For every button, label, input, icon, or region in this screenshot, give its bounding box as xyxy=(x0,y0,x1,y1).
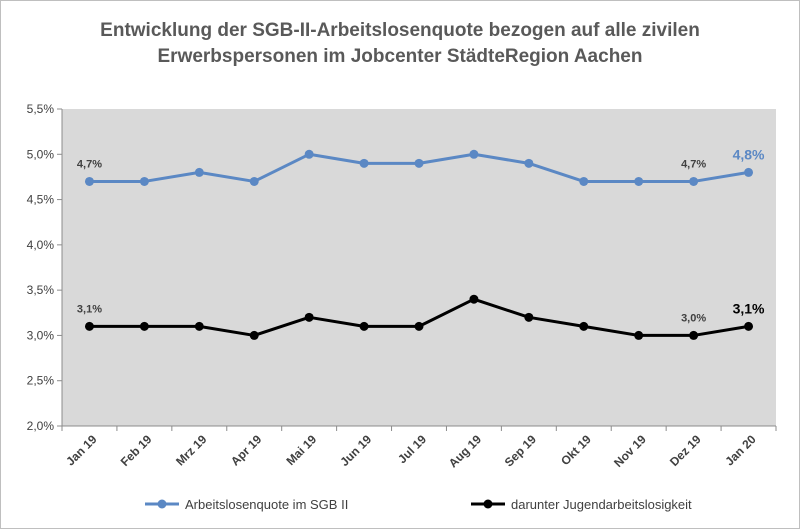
data-point xyxy=(469,149,479,159)
data-point xyxy=(359,321,369,331)
legend-marker xyxy=(483,499,493,509)
x-tick-label: Jun 19 xyxy=(337,432,374,469)
chart-title-line-2: Erwerbspersonen im Jobcenter StädteRegio… xyxy=(157,46,643,67)
data-point xyxy=(469,294,479,304)
series-layer xyxy=(84,149,754,340)
chart-title: Entwicklung der SGB-II-Arbeitslosenquote… xyxy=(0,18,800,70)
data-point xyxy=(689,176,699,186)
data-point xyxy=(194,321,204,331)
data-point xyxy=(359,158,369,168)
y-tick-label: 2,0% xyxy=(27,419,55,433)
x-tick-label: Aug 19 xyxy=(446,432,484,470)
x-tick-label: Dez 19 xyxy=(667,432,704,469)
data-point xyxy=(84,176,94,186)
data-point xyxy=(744,167,754,177)
data-label: 4,8% xyxy=(733,146,765,162)
data-point xyxy=(414,158,424,168)
x-tick-label: Apr 19 xyxy=(228,432,265,469)
data-point xyxy=(84,321,94,331)
data-point xyxy=(689,330,699,340)
data-point xyxy=(304,149,314,159)
x-tick-label: Jan 19 xyxy=(63,432,100,469)
y-tick-label: 3,5% xyxy=(27,283,55,297)
data-point xyxy=(579,176,589,186)
data-point xyxy=(634,330,644,340)
x-tick-label: Mrz 19 xyxy=(173,432,210,469)
data-label: 3,1% xyxy=(77,303,102,315)
x-tick-label: Feb 19 xyxy=(118,432,155,469)
y-tick-label: 3,0% xyxy=(27,328,55,342)
y-tick-label: 2,5% xyxy=(27,374,55,388)
data-labels: 4,7% 4,7% 4,8% 3,1% 3,0% 3,1% xyxy=(77,146,765,324)
data-point xyxy=(194,167,204,177)
data-point xyxy=(524,312,534,322)
data-point xyxy=(139,176,149,186)
legend: Arbeitslosenquote im SGB II darunter Juge… xyxy=(145,497,692,512)
y-tick-label: 4,0% xyxy=(27,238,55,252)
legend-label: darunter Jugendarbeitslosigkeit xyxy=(511,497,692,512)
data-point xyxy=(249,330,259,340)
data-label: 4,7% xyxy=(77,158,102,170)
data-point xyxy=(249,176,259,186)
y-tick-label: 5,0% xyxy=(27,147,55,161)
x-tick-label: Nov 19 xyxy=(611,432,649,470)
x-tick-label: Jan 20 xyxy=(722,432,759,469)
data-point xyxy=(524,158,534,168)
data-point xyxy=(634,176,644,186)
x-tick-label: Mai 19 xyxy=(283,432,319,468)
data-point xyxy=(744,321,754,331)
legend-item-1: Arbeitslosenquote im SGB II xyxy=(145,497,348,512)
x-tick-label: Jul 19 xyxy=(395,432,429,466)
y-axis: 2,0% 2,5% 3,0% 3,5% 4,0% 4,5% 5,0% 5,5% xyxy=(27,102,63,433)
data-label: 3,1% xyxy=(733,300,765,316)
y-tick-label: 4,5% xyxy=(27,193,55,207)
legend-marker xyxy=(157,499,167,509)
x-axis: Jan 19 Feb 19 Mrz 19 Apr 19 Mai 19 Jun 19 Jul … xyxy=(61,425,777,470)
data-point xyxy=(579,321,589,331)
data-label: 4,7% xyxy=(681,158,706,170)
plot-area xyxy=(62,109,776,426)
data-point xyxy=(139,321,149,331)
x-tick-label: Sep 19 xyxy=(502,432,539,469)
y-tick-label: 5,5% xyxy=(27,102,55,116)
legend-label: Arbeitslosenquote im SGB II xyxy=(185,497,348,512)
data-point xyxy=(304,312,314,322)
legend-item-2: darunter Jugendarbeitslosigkeit xyxy=(471,497,692,512)
data-label: 3,0% xyxy=(681,312,706,324)
chart-title-line-1: Entwicklung der SGB-II-Arbeitslosenquote… xyxy=(100,20,700,41)
data-point xyxy=(414,321,424,331)
x-tick-label: Okt 19 xyxy=(558,432,594,468)
